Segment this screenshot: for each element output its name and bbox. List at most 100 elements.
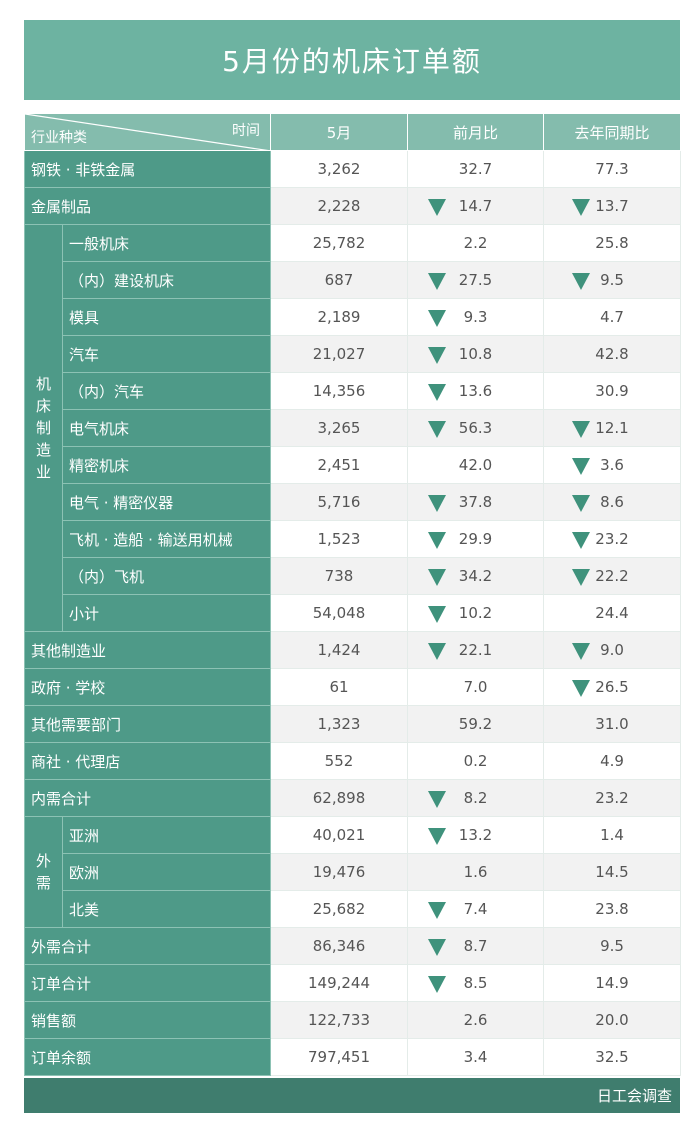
mom-value: 10.2 bbox=[458, 604, 493, 622]
down-arrow-icon bbox=[428, 902, 446, 919]
order-table: 时间 行业种类 5月 前月比 去年同期比 钢铁 · 非铁金属 3,262 32.7 7… bbox=[24, 113, 681, 1076]
may-value: 797,451 bbox=[270, 1038, 408, 1076]
table-row: 钢铁 · 非铁金属 3,262 32.7 77.3 bbox=[24, 150, 681, 188]
table-row: 外需合计 86,346 8.7 9.5 bbox=[24, 927, 681, 965]
mom-value: 2.6 bbox=[463, 1011, 488, 1029]
mom-value: 29.9 bbox=[458, 530, 493, 548]
mom-value: 42.0 bbox=[458, 456, 493, 474]
table-row: 商社 · 代理店 552 0.2 4.9 bbox=[24, 742, 681, 780]
mom-value-cell: 7.4 bbox=[407, 890, 544, 928]
yoy-value: 14.9 bbox=[595, 974, 629, 992]
col-mom: 前月比 bbox=[407, 113, 544, 151]
yoy-value: 31.0 bbox=[595, 715, 629, 733]
col-yoy: 去年同期比 bbox=[543, 113, 681, 151]
yoy-value: 9.5 bbox=[600, 937, 624, 955]
mom-value-cell: 7.0 bbox=[407, 668, 544, 706]
down-arrow-icon bbox=[572, 273, 590, 290]
yoy-value-cell: 20.0 bbox=[543, 1001, 681, 1039]
may-value: 25,782 bbox=[270, 224, 408, 262]
table-row: 小计 54,048 10.2 24.4 bbox=[25, 594, 681, 632]
yoy-value-cell: 8.6 bbox=[543, 483, 681, 521]
mom-value-cell: 13.6 bbox=[407, 372, 544, 410]
mom-value-cell: 10.8 bbox=[407, 335, 544, 373]
row-label: 电气 · 精密仪器 bbox=[62, 483, 271, 521]
table-row: 飞机 · 造船 · 输送用机械 1,523 29.9 23.2 bbox=[25, 520, 681, 558]
may-value: 54,048 bbox=[270, 594, 408, 632]
group-label: 机床制造业 bbox=[36, 375, 52, 481]
may-value: 738 bbox=[270, 557, 408, 595]
table-row: （内）飞机 738 34.2 22.2 bbox=[25, 557, 681, 595]
yoy-value: 25.8 bbox=[595, 234, 629, 252]
down-arrow-icon bbox=[428, 532, 446, 549]
mom-value-cell: 2.2 bbox=[407, 224, 544, 262]
may-value: 3,265 bbox=[270, 409, 408, 447]
may-value: 2,228 bbox=[270, 187, 408, 225]
row-label: 其他需要部门 bbox=[24, 705, 271, 743]
down-arrow-icon bbox=[428, 199, 446, 216]
row-label: 飞机 · 造船 · 输送用机械 bbox=[62, 520, 271, 558]
yoy-value-cell: 14.9 bbox=[543, 964, 681, 1002]
yoy-value: 77.3 bbox=[595, 160, 629, 178]
mom-value: 59.2 bbox=[458, 715, 493, 733]
col-may: 5月 bbox=[270, 113, 408, 151]
mom-value-cell: 3.4 bbox=[407, 1038, 544, 1076]
row-label: 小计 bbox=[62, 594, 271, 632]
row-label: 北美 bbox=[62, 890, 271, 928]
table-row: 销售额 122,733 2.6 20.0 bbox=[24, 1001, 681, 1039]
row-label: 一般机床 bbox=[62, 224, 271, 262]
yoy-value-cell: 23.8 bbox=[543, 890, 681, 928]
mom-value-cell: 2.6 bbox=[407, 1001, 544, 1039]
yoy-value-cell: 32.5 bbox=[543, 1038, 681, 1076]
table-row: 欧洲 19,476 1.6 14.5 bbox=[25, 853, 681, 891]
row-label: 其他制造业 bbox=[24, 631, 271, 669]
may-value: 2,451 bbox=[270, 446, 408, 484]
yoy-value: 30.9 bbox=[595, 382, 629, 400]
yoy-value-cell: 25.8 bbox=[543, 224, 681, 262]
table-row: 其他制造业 1,424 22.1 9.0 bbox=[24, 631, 681, 669]
time-label: 时间 bbox=[232, 123, 260, 139]
row-label: 金属制品 bbox=[24, 187, 271, 225]
mom-value: 34.2 bbox=[458, 567, 493, 585]
yoy-value: 12.1 bbox=[595, 419, 629, 437]
table-row: 订单合计 149,244 8.5 14.9 bbox=[24, 964, 681, 1002]
row-label: 电气机床 bbox=[62, 409, 271, 447]
mom-value-cell: 22.1 bbox=[407, 631, 544, 669]
down-arrow-icon bbox=[572, 569, 590, 586]
down-arrow-icon bbox=[572, 643, 590, 660]
mom-value: 0.2 bbox=[463, 752, 488, 770]
down-arrow-icon bbox=[428, 310, 446, 327]
source-footer: 日工会调查 bbox=[24, 1078, 680, 1113]
may-value: 5,716 bbox=[270, 483, 408, 521]
mom-value: 1.6 bbox=[463, 863, 488, 881]
mom-value-cell: 32.7 bbox=[407, 150, 544, 188]
yoy-value: 9.5 bbox=[600, 271, 624, 289]
row-label: 欧洲 bbox=[62, 853, 271, 891]
yoy-value-cell: 24.4 bbox=[543, 594, 681, 632]
mom-value-cell: 0.2 bbox=[407, 742, 544, 780]
mom-value: 27.5 bbox=[458, 271, 493, 289]
may-value: 14,356 bbox=[270, 372, 408, 410]
mom-value-cell: 37.8 bbox=[407, 483, 544, 521]
yoy-value-cell: 4.9 bbox=[543, 742, 681, 780]
yoy-value: 26.5 bbox=[595, 678, 629, 696]
yoy-value: 32.5 bbox=[595, 1048, 629, 1066]
table-row: 内需合计 62,898 8.2 23.2 bbox=[24, 779, 681, 817]
mom-value: 7.0 bbox=[463, 678, 488, 696]
mom-value-cell: 8.5 bbox=[407, 964, 544, 1002]
table-row: 电气机床 3,265 56.3 12.1 bbox=[25, 409, 681, 447]
mom-value: 8.7 bbox=[463, 937, 488, 955]
corner-header: 时间 行业种类 bbox=[24, 113, 271, 151]
yoy-value-cell: 12.1 bbox=[543, 409, 681, 447]
mom-value: 13.2 bbox=[458, 826, 493, 844]
row-label: 精密机床 bbox=[62, 446, 271, 484]
group-cell: 外需 bbox=[24, 816, 63, 928]
row-label: （内）汽车 bbox=[62, 372, 271, 410]
yoy-value: 23.2 bbox=[595, 530, 629, 548]
yoy-value: 1.4 bbox=[600, 826, 624, 844]
yoy-value-cell: 13.7 bbox=[543, 187, 681, 225]
table-row: 汽车 21,027 10.8 42.8 bbox=[25, 335, 681, 373]
down-arrow-icon bbox=[572, 421, 590, 438]
may-value: 552 bbox=[270, 742, 408, 780]
yoy-value-cell: 9.0 bbox=[543, 631, 681, 669]
table-row: 金属制品 2,228 14.7 13.7 bbox=[24, 187, 681, 225]
